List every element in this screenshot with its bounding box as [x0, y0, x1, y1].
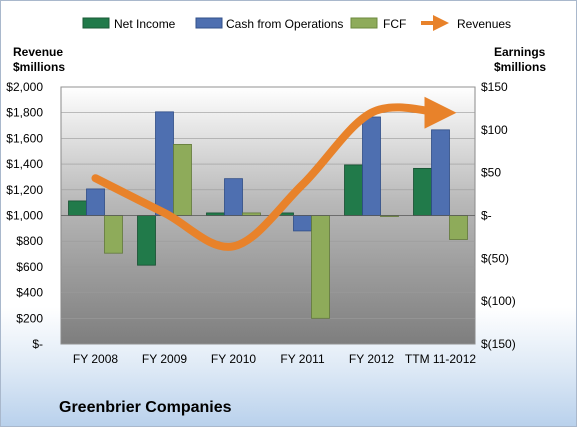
- bar-cash-from-operations: [293, 215, 312, 232]
- left-tick-label: $-: [32, 337, 43, 351]
- right-tick-label: $(50): [481, 251, 509, 265]
- left-tick-label: $2,000: [6, 80, 43, 94]
- legend-label-cfo: Cash from Operations: [226, 17, 343, 31]
- right-tick-label: $-: [481, 209, 492, 223]
- category-label: FY 2010: [211, 352, 256, 366]
- left-tick-label: $600: [16, 260, 43, 274]
- bar-cash-from-operations: [224, 178, 243, 216]
- left-tick-label: $1,600: [6, 131, 43, 145]
- bar-cash-from-operations: [431, 129, 450, 216]
- right-axis-ticks: $(150) $(100) $(50) $- $50 $100 $150: [481, 80, 516, 351]
- right-tick-label: $(150): [481, 337, 516, 351]
- left-axis-title-line1: Revenue: [13, 45, 63, 59]
- right-tick-label: $(100): [481, 294, 516, 308]
- bar-fcf: [104, 215, 123, 254]
- category-labels: FY 2008 FY 2009 FY 2010 FY 2011 FY 2012 TTM 1…: [73, 352, 476, 366]
- bar-fcf: [449, 215, 468, 240]
- left-tick-label: $1,800: [6, 106, 43, 120]
- revenue-line-series: [91, 96, 457, 251]
- bar-net-income: [344, 164, 363, 216]
- right-axis-title-line2: $millions: [494, 60, 546, 74]
- legend-label-net-income: Net Income: [114, 17, 176, 31]
- bar-series: [68, 111, 468, 319]
- right-tick-label: $50: [481, 166, 501, 180]
- category-label: FY 2012: [349, 352, 394, 366]
- bar-fcf: [311, 215, 330, 319]
- left-tick-label: $200: [16, 311, 43, 325]
- left-tick-label: $1,200: [6, 183, 43, 197]
- right-axis-title-line1: Earnings: [494, 45, 546, 59]
- company-name: Greenbrier Companies: [59, 399, 232, 416]
- legend-label-revenues: Revenues: [457, 17, 511, 31]
- right-tick-label: $100: [481, 123, 508, 137]
- bar-net-income: [413, 167, 432, 216]
- category-label: FY 2009: [142, 352, 187, 366]
- bar-cash-from-operations: [362, 116, 381, 216]
- left-axis-ticks: $- $200 $400 $600 $800 $1,000 $1,200 $1,400 $1,6…: [6, 80, 43, 351]
- bar-fcf: [173, 143, 192, 216]
- revenues-line: [91, 96, 457, 251]
- bar-cash-from-operations: [86, 188, 105, 216]
- legend-swatch-fcf: [350, 17, 378, 29]
- left-tick-label: $1,400: [6, 157, 43, 171]
- bar-net-income: [137, 215, 156, 266]
- legend-swatch-cfo: [195, 17, 223, 29]
- bar-cash-from-operations: [155, 111, 174, 216]
- right-tick-label: $150: [481, 80, 508, 94]
- legend-swatch-net-income: [82, 17, 110, 29]
- legend-label-fcf: FCF: [383, 17, 406, 31]
- left-tick-label: $400: [16, 286, 43, 300]
- category-label: FY 2011: [280, 352, 325, 366]
- left-tick-label: $1,000: [6, 209, 43, 223]
- left-tick-label: $800: [16, 234, 43, 248]
- category-label: TTM 11-2012: [405, 352, 476, 366]
- bar-net-income: [68, 200, 87, 216]
- category-label: FY 2008: [73, 352, 118, 366]
- left-axis-title-line2: $millions: [13, 60, 65, 74]
